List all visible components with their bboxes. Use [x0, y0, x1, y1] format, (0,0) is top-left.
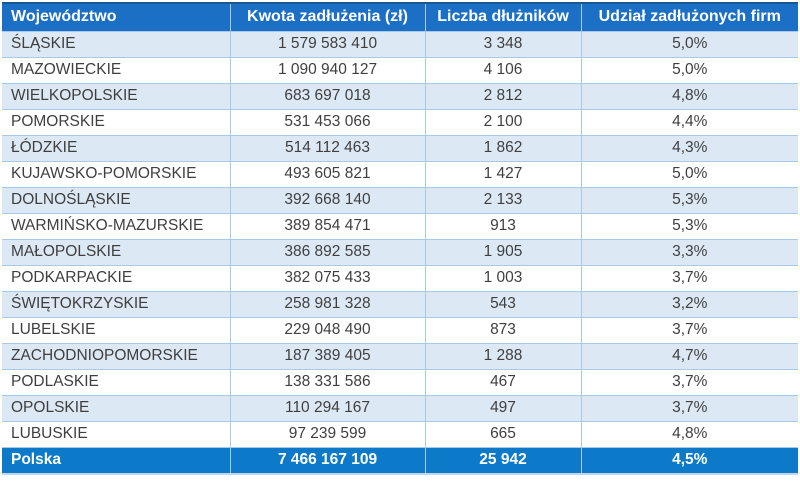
debtor-count-cell: 3 348 [424, 30, 581, 57]
debtor-count-cell: 2 812 [424, 82, 581, 109]
debt-amount-cell: 258 981 328 [229, 290, 425, 317]
voivodeship-cell: MAŁOPOLSKIE [2, 238, 230, 265]
table-row: PODLASKIE 138 331 586 467 3,7% [2, 368, 798, 395]
col-header-voivodeship: Województwo [2, 2, 230, 31]
debt-share-cell: 3,7% [580, 264, 798, 291]
voivodeship-cell: ŚLĄSKIE [2, 30, 230, 57]
voivodeship-cell: LUBELSKIE [2, 316, 230, 343]
debt-table-container: Województwo Kwota zadłużenia (zł) Liczba… [2, 2, 798, 475]
table-row: ŁÓDZKIE 514 112 463 1 862 4,3% [2, 134, 798, 161]
debt-share-cell: 3,7% [580, 316, 798, 343]
debtor-count-cell: 1 003 [424, 264, 581, 291]
table-row: WIELKOPOLSKIE 683 697 018 2 812 4,8% [2, 82, 798, 109]
voivodeship-cell: KUJAWSKO-POMORSKIE [2, 160, 230, 187]
debtor-count-cell: 467 [424, 368, 581, 395]
voivodeship-cell: PODKARPACKIE [2, 264, 230, 291]
voivodeship-cell: OPOLSKIE [2, 394, 230, 421]
total-row: Polska 7 466 167 109 25 942 4,5% [2, 446, 798, 474]
table-row: DOLNOŚLĄSKIE 392 668 140 2 133 5,3% [2, 186, 798, 213]
debt-amount-cell: 229 048 490 [229, 316, 425, 343]
debt-amount-cell: 386 892 585 [229, 238, 425, 265]
table-row: KUJAWSKO-POMORSKIE 493 605 821 1 427 5,0% [2, 160, 798, 187]
table-row: PODKARPACKIE 382 075 433 1 003 3,7% [2, 264, 798, 291]
table-row: ZACHODNIOPOMORSKIE 187 389 405 1 288 4,7% [2, 342, 798, 369]
voivodeship-cell: WARMIŃSKO-MAZURSKIE [2, 212, 230, 239]
col-header-debtor-count: Liczba dłużników [424, 2, 581, 31]
debt-share-cell: 4,7% [580, 342, 798, 369]
debtor-count-cell: 665 [424, 420, 581, 447]
voivodeship-cell: ŚWIĘTOKRZYSKIE [2, 290, 230, 317]
debt-share-cell: 5,3% [580, 186, 798, 213]
voivodeship-cell: ŁÓDZKIE [2, 134, 230, 161]
table-body: ŚLĄSKIE 1 579 583 410 3 348 5,0% MAZOWIECKIE… [2, 30, 798, 447]
debt-amount-cell: 493 605 821 [229, 160, 425, 187]
debt-share-cell: 4,8% [580, 420, 798, 447]
debt-amount-cell: 1 090 940 127 [229, 56, 425, 83]
voivodeship-cell: POMORSKIE [2, 108, 230, 135]
debt-amount-cell: 531 453 066 [229, 108, 425, 135]
debt-share-cell: 4,4% [580, 108, 798, 135]
total-debt-amount: 7 466 167 109 [229, 446, 425, 474]
debtor-count-cell: 1 862 [424, 134, 581, 161]
debt-share-cell: 5,3% [580, 212, 798, 239]
table-row: WARMIŃSKO-MAZURSKIE 389 854 471 913 5,3% [2, 212, 798, 239]
debt-by-voivodeship-table: Województwo Kwota zadłużenia (zł) Liczba… [2, 2, 798, 475]
debt-amount-cell: 683 697 018 [229, 82, 425, 109]
debt-amount-cell: 382 075 433 [229, 264, 425, 291]
debtor-count-cell: 873 [424, 316, 581, 343]
debtor-count-cell: 4 106 [424, 56, 581, 83]
debt-amount-cell: 110 294 167 [229, 394, 425, 421]
table-row: OPOLSKIE 110 294 167 497 3,7% [2, 394, 798, 421]
debtor-count-cell: 1 905 [424, 238, 581, 265]
table-row: MAŁOPOLSKIE 386 892 585 1 905 3,3% [2, 238, 798, 265]
voivodeship-cell: LUBUSKIE [2, 420, 230, 447]
debt-share-cell: 5,0% [580, 56, 798, 83]
table-footer: Polska 7 466 167 109 25 942 4,5% [2, 446, 798, 474]
debt-share-cell: 5,0% [580, 30, 798, 57]
debt-share-cell: 3,3% [580, 238, 798, 265]
debt-amount-cell: 389 854 471 [229, 212, 425, 239]
total-debtor-count: 25 942 [424, 446, 581, 474]
debtor-count-cell: 1 288 [424, 342, 581, 369]
debt-amount-cell: 187 389 405 [229, 342, 425, 369]
voivodeship-cell: DOLNOŚLĄSKIE [2, 186, 230, 213]
debtor-count-cell: 497 [424, 394, 581, 421]
table-row: ŚWIĘTOKRZYSKIE 258 981 328 543 3,2% [2, 290, 798, 317]
debtor-count-cell: 2 100 [424, 108, 581, 135]
debt-share-cell: 3,2% [580, 290, 798, 317]
debtor-count-cell: 543 [424, 290, 581, 317]
debt-share-cell: 4,3% [580, 134, 798, 161]
table-row: LUBELSKIE 229 048 490 873 3,7% [2, 316, 798, 343]
total-debt-share: 4,5% [580, 446, 798, 474]
debt-share-cell: 3,7% [580, 368, 798, 395]
debt-amount-cell: 138 331 586 [229, 368, 425, 395]
table-header: Województwo Kwota zadłużenia (zł) Liczba… [2, 2, 798, 31]
debt-share-cell: 4,8% [580, 82, 798, 109]
debtor-count-cell: 2 133 [424, 186, 581, 213]
table-row: LUBUSKIE 97 239 599 665 4,8% [2, 420, 798, 447]
debt-amount-cell: 97 239 599 [229, 420, 425, 447]
debt-amount-cell: 514 112 463 [229, 134, 425, 161]
table-row: POMORSKIE 531 453 066 2 100 4,4% [2, 108, 798, 135]
debt-amount-cell: 392 668 140 [229, 186, 425, 213]
voivodeship-cell: PODLASKIE [2, 368, 230, 395]
total-label: Polska [2, 446, 230, 474]
debt-share-cell: 3,7% [580, 394, 798, 421]
table-row: ŚLĄSKIE 1 579 583 410 3 348 5,0% [2, 30, 798, 57]
voivodeship-cell: WIELKOPOLSKIE [2, 82, 230, 109]
header-row: Województwo Kwota zadłużenia (zł) Liczba… [2, 2, 798, 31]
col-header-debt-share: Udział zadłużonych firm [580, 2, 798, 31]
col-header-debt-amount: Kwota zadłużenia (zł) [229, 2, 425, 31]
voivodeship-cell: MAZOWIECKIE [2, 56, 230, 83]
debt-amount-cell: 1 579 583 410 [229, 30, 425, 57]
debt-share-cell: 5,0% [580, 160, 798, 187]
table-row: MAZOWIECKIE 1 090 940 127 4 106 5,0% [2, 56, 798, 83]
voivodeship-cell: ZACHODNIOPOMORSKIE [2, 342, 230, 369]
debtor-count-cell: 1 427 [424, 160, 581, 187]
debtor-count-cell: 913 [424, 212, 581, 239]
